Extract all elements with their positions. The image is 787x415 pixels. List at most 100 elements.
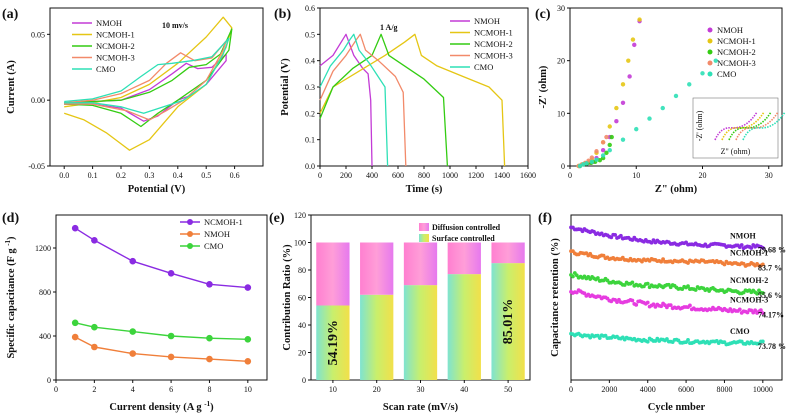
- y-tick-label: 0.0: [305, 162, 315, 171]
- inset-curve-cmo: [742, 111, 786, 141]
- legend-label: NCMOH-1: [204, 217, 243, 227]
- x-tick-label: 0.5: [201, 171, 211, 180]
- eis-point-ncmoh-1: [607, 124, 612, 129]
- capacitance-point-ncmoh-1: [129, 257, 137, 265]
- y-axis-label: Contribution Ratio (%): [282, 244, 293, 351]
- bar-diffusion-controlled: [316, 242, 350, 306]
- cycle-point-ncmoh-3: [688, 303, 692, 308]
- capacitance-point-ncmoh-1: [71, 224, 79, 232]
- eis-point-ncmoh-3: [594, 149, 599, 154]
- cycle-point-cmo: [645, 339, 650, 344]
- gcd-curve-ncmoh-1: [319, 33, 506, 167]
- y-axis-label-sup: -1: [4, 239, 12, 245]
- retention-label: 83.7 %: [758, 264, 782, 273]
- cycle-point-ncmoh-3: [737, 307, 742, 312]
- bar-diffusion-controlled: [447, 242, 481, 275]
- eis-point-cmo: [687, 82, 692, 87]
- x-tick-label: 20: [373, 385, 381, 394]
- legend-marker-ncmoh-1: [707, 38, 713, 44]
- cycle-point-nmoh: [609, 235, 614, 240]
- x-tick-label: 10: [632, 171, 640, 180]
- eis-point-ncmoh-2: [597, 158, 603, 163]
- y-tick-label: 60: [298, 294, 306, 303]
- x-tick-label: 10: [244, 385, 252, 394]
- cycle-point-ncmoh-1: [722, 262, 727, 267]
- capacitance-point-nmoh: [206, 355, 213, 363]
- x-tick-label: 600: [392, 171, 404, 180]
- cycle-point-ncmoh-3: [645, 300, 650, 305]
- legend-label: Surface controlled: [432, 234, 495, 243]
- series-name-label: NCMOH-1: [730, 249, 768, 258]
- x-tick-label: 30: [765, 171, 773, 180]
- y-tick-label: -0.05: [28, 162, 45, 171]
- x-tick-label: 1200: [468, 171, 484, 180]
- y-tick-label: 0.5: [305, 30, 315, 39]
- y-tick-label: 0.6: [305, 4, 315, 13]
- bar-surface-controlled: [491, 263, 525, 380]
- legend-marker-ncmoh-2: [707, 49, 713, 55]
- cv-curve-ncmoh-2: [64, 28, 233, 128]
- rate-annotation: 10 mv/s: [162, 21, 188, 30]
- eis-point-ncmoh-1: [626, 58, 631, 63]
- panel-label: (d): [2, 211, 19, 226]
- cycle-point-nmoh: [739, 243, 744, 247]
- cycle-point-cmo: [597, 336, 602, 340]
- x-axis-label: Z" (ohm): [655, 184, 698, 195]
- y-tick-label: 0.00: [31, 96, 45, 105]
- cycle-point-ncmoh-2: [630, 280, 635, 285]
- legend-label: NCMOH-3: [474, 51, 513, 61]
- y-axis-label: Capacitance retention (%): [550, 238, 561, 357]
- legend-label: NMOH: [474, 16, 500, 26]
- legend-label: CMO: [474, 62, 493, 72]
- cycle-point-cmo: [686, 337, 690, 342]
- x-tick-label: 0.2: [116, 171, 126, 180]
- x-tick-label: 6: [169, 385, 173, 394]
- gcd-curve-ncmoh-3: [319, 33, 407, 167]
- x-tick-label: 1600: [520, 171, 536, 180]
- x-axis-label: Scan rate (mV/s): [383, 402, 459, 413]
- capacitance-point-nmoh: [71, 333, 79, 341]
- bar-diffusion-controlled: [491, 242, 525, 264]
- legend-marker-nmoh: [707, 27, 713, 33]
- cycle-point-ncmoh-1: [760, 262, 765, 267]
- eis-point-ncmoh-2: [609, 134, 614, 140]
- cv-curve-ncmoh-1: [63, 16, 233, 151]
- x-tick-label: 20: [699, 171, 707, 180]
- capacitance-point-nmoh: [244, 358, 252, 365]
- eis-point-ncmoh-1: [614, 105, 619, 111]
- y-tick-label: 30: [557, 4, 565, 13]
- capacitance-point-ncmoh-1: [167, 270, 175, 277]
- y-tick-label: 0.05: [31, 30, 45, 39]
- legend-marker-ncmoh-3: [707, 60, 713, 66]
- x-axis-label: Potential (V): [128, 184, 186, 195]
- plot-frame-a: [49, 7, 264, 167]
- x-tick-label: 10: [329, 385, 337, 394]
- capacitance-point-cmo: [129, 328, 137, 335]
- legend-label: NCMOH-2: [96, 41, 135, 51]
- panel-label: (b): [274, 7, 291, 22]
- cycle-point-ncmoh-1: [661, 257, 665, 262]
- x-axis-label: Current density (A g -1): [109, 400, 214, 413]
- y-tick-label: 0.1: [305, 136, 315, 145]
- y-tick-label: 0: [561, 162, 565, 171]
- x-axis-label-sup: -1: [204, 400, 210, 408]
- bar-surface-controlled: [447, 274, 481, 380]
- y-tick-label: 120: [294, 211, 306, 220]
- gcd-curve-cmo: [319, 33, 389, 167]
- capacitance-point-cmo: [71, 319, 79, 327]
- eis-point-nmoh: [600, 148, 606, 153]
- y-tick-label: 80: [298, 266, 306, 275]
- eis-point-cmo: [589, 159, 595, 164]
- legend-swatch-surface: [419, 234, 429, 242]
- y-axis-label: Potential (V): [280, 58, 291, 116]
- legend-label: CMO: [717, 69, 736, 79]
- cycle-point-ncmoh-3: [759, 308, 763, 313]
- cycle-point-cmo: [665, 337, 669, 341]
- bar-diffusion-controlled: [403, 242, 438, 286]
- eis-point-ncmoh-1: [620, 82, 626, 87]
- capacitance-point-cmo: [244, 336, 252, 343]
- legend-marker: [187, 231, 193, 237]
- legend-label: CMO: [96, 64, 115, 74]
- x-tick-label: 0: [569, 385, 573, 394]
- x-tick-label: 1400: [494, 171, 510, 180]
